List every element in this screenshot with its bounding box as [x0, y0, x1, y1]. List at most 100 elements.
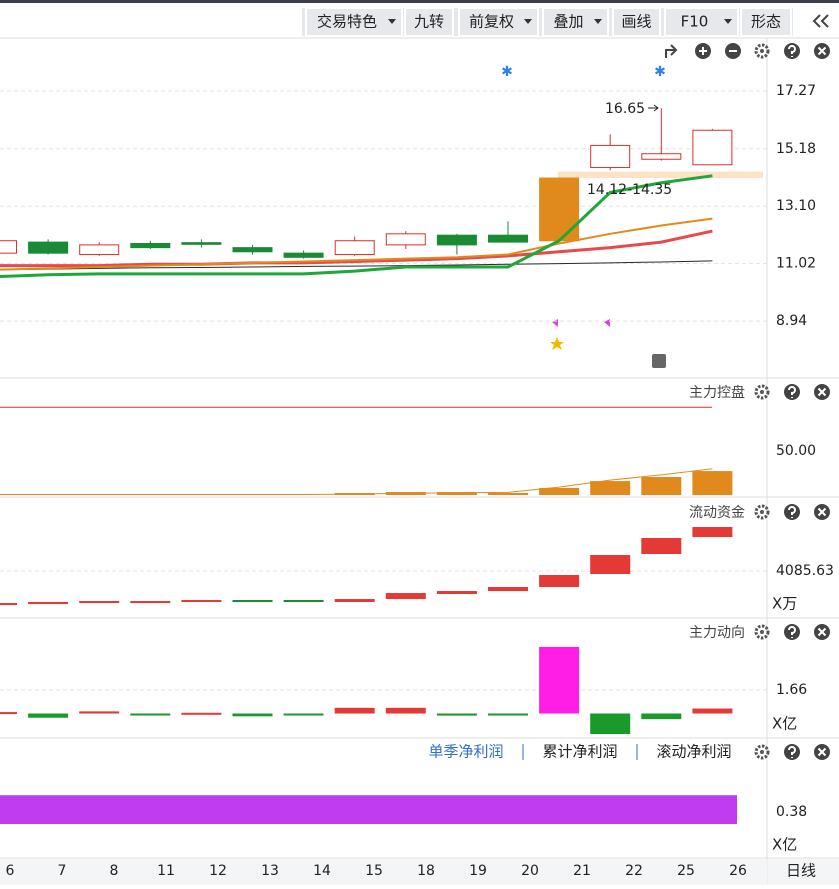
top-strip	[0, 0, 839, 3]
settings-icon[interactable]	[754, 504, 770, 520]
y-tick-label: 15.18	[776, 141, 816, 157]
y-tick-label: 13.10	[776, 198, 816, 214]
close-glyph	[817, 387, 827, 397]
toolbar-label: 画线	[621, 13, 651, 31]
candle-body	[692, 129, 733, 166]
period-button[interactable]	[768, 859, 839, 885]
toolbar-button[interactable]	[458, 7, 539, 37]
unit-label: X亿	[772, 715, 797, 733]
close-glyph	[817, 507, 827, 517]
profit-tab[interactable]: 滚动净利润	[656, 743, 731, 761]
dropdown-arrow	[724, 19, 732, 24]
bar	[130, 713, 171, 716]
candle-body	[488, 234, 528, 243]
flow-bar	[334, 599, 375, 603]
help-glyph	[788, 45, 796, 57]
bar	[232, 713, 273, 717]
toolbar-label: F10	[681, 13, 709, 31]
candle-body	[28, 241, 69, 254]
bar	[385, 707, 426, 714]
flag-icon	[604, 319, 610, 327]
unit-label: X亿	[772, 836, 797, 854]
bar	[641, 713, 682, 720]
profit-bar	[0, 795, 737, 824]
x-tick-label: 26	[729, 863, 747, 879]
toolbar-button[interactable]	[305, 7, 403, 37]
x-tick-label: 14	[313, 863, 331, 879]
x-tick-label: 15	[365, 863, 383, 879]
x-tick-label: 20	[521, 863, 539, 879]
flow-bar	[590, 555, 631, 575]
bar	[436, 713, 477, 716]
toolbar-label: 形态	[751, 13, 781, 31]
bar	[488, 492, 528, 495]
gap-label: 14.12-14.35	[587, 182, 672, 198]
y-tick-label: 0.38	[776, 804, 807, 820]
flow-bar	[436, 591, 477, 595]
y-tick-label: 17.27	[776, 83, 816, 99]
toolbar-button[interactable]	[740, 7, 792, 37]
settings-icon[interactable]	[754, 624, 770, 640]
x-tick-label: 25	[677, 863, 695, 879]
toolbar-button[interactable]	[612, 7, 661, 37]
bar	[0, 712, 17, 715]
gap-band	[558, 171, 763, 179]
x-tick-label: 12	[209, 863, 227, 879]
signal-icon: ✱	[501, 64, 513, 80]
high-label: 16.65	[605, 101, 645, 117]
bar	[334, 707, 375, 714]
moving-average	[0, 174, 713, 279]
moving-average	[0, 229, 713, 268]
bar	[488, 713, 528, 716]
dropdown-arrow	[388, 19, 396, 24]
x-tick-label: 6	[6, 863, 15, 879]
settings-icon[interactable]	[754, 43, 770, 59]
candle-body	[181, 242, 222, 245]
x-tick-label: 7	[58, 863, 67, 879]
candle-body	[79, 244, 120, 256]
settings-icon[interactable]	[754, 384, 770, 400]
close-glyph	[817, 627, 827, 637]
moving-average	[0, 217, 713, 271]
flow-bar	[641, 538, 682, 555]
x-tick-label: 19	[469, 863, 487, 879]
toolbar-label: 叠加	[553, 13, 583, 31]
flow-bar	[79, 601, 120, 604]
flow-bar	[385, 593, 426, 600]
candle-body	[232, 247, 273, 253]
settings-icon-hub	[760, 510, 764, 514]
flow-bar	[0, 603, 17, 606]
candle-body	[130, 242, 171, 249]
help-glyph	[788, 626, 796, 638]
x-tick-label: 13	[261, 863, 279, 879]
bar	[692, 708, 733, 714]
y-tick-label: 4085.63	[776, 563, 834, 579]
toolbar-button[interactable]	[664, 7, 739, 37]
profit-tab[interactable]: 累计净利润	[542, 743, 617, 761]
profit-tab[interactable]: 单季净利润	[428, 743, 503, 761]
candle-body	[385, 233, 426, 246]
flow-bar	[130, 601, 171, 604]
y-tick-label: 8.94	[776, 313, 807, 329]
panel-title: 主力动向	[689, 625, 745, 641]
bar	[436, 492, 477, 495]
x-tick-label: 18	[417, 863, 435, 879]
toolbar-button[interactable]	[404, 7, 454, 37]
settings-icon[interactable]	[754, 744, 770, 760]
flow-bar	[539, 575, 580, 588]
high-arrow	[648, 104, 659, 112]
collapse-button[interactable]	[812, 14, 829, 28]
help-glyph	[788, 386, 796, 398]
unit-label: X万	[772, 595, 797, 613]
x-tick-label: 11	[157, 863, 175, 879]
flow-bar	[283, 600, 324, 603]
refresh-icon[interactable]	[665, 44, 678, 58]
settings-icon-hub	[760, 630, 764, 634]
x-tick-label: 21	[573, 863, 591, 879]
flow-bar	[232, 600, 273, 603]
bar	[181, 712, 222, 715]
event-icon	[652, 354, 666, 368]
y-tick-label: 1.66	[776, 682, 807, 698]
settings-icon-hub	[760, 390, 764, 394]
